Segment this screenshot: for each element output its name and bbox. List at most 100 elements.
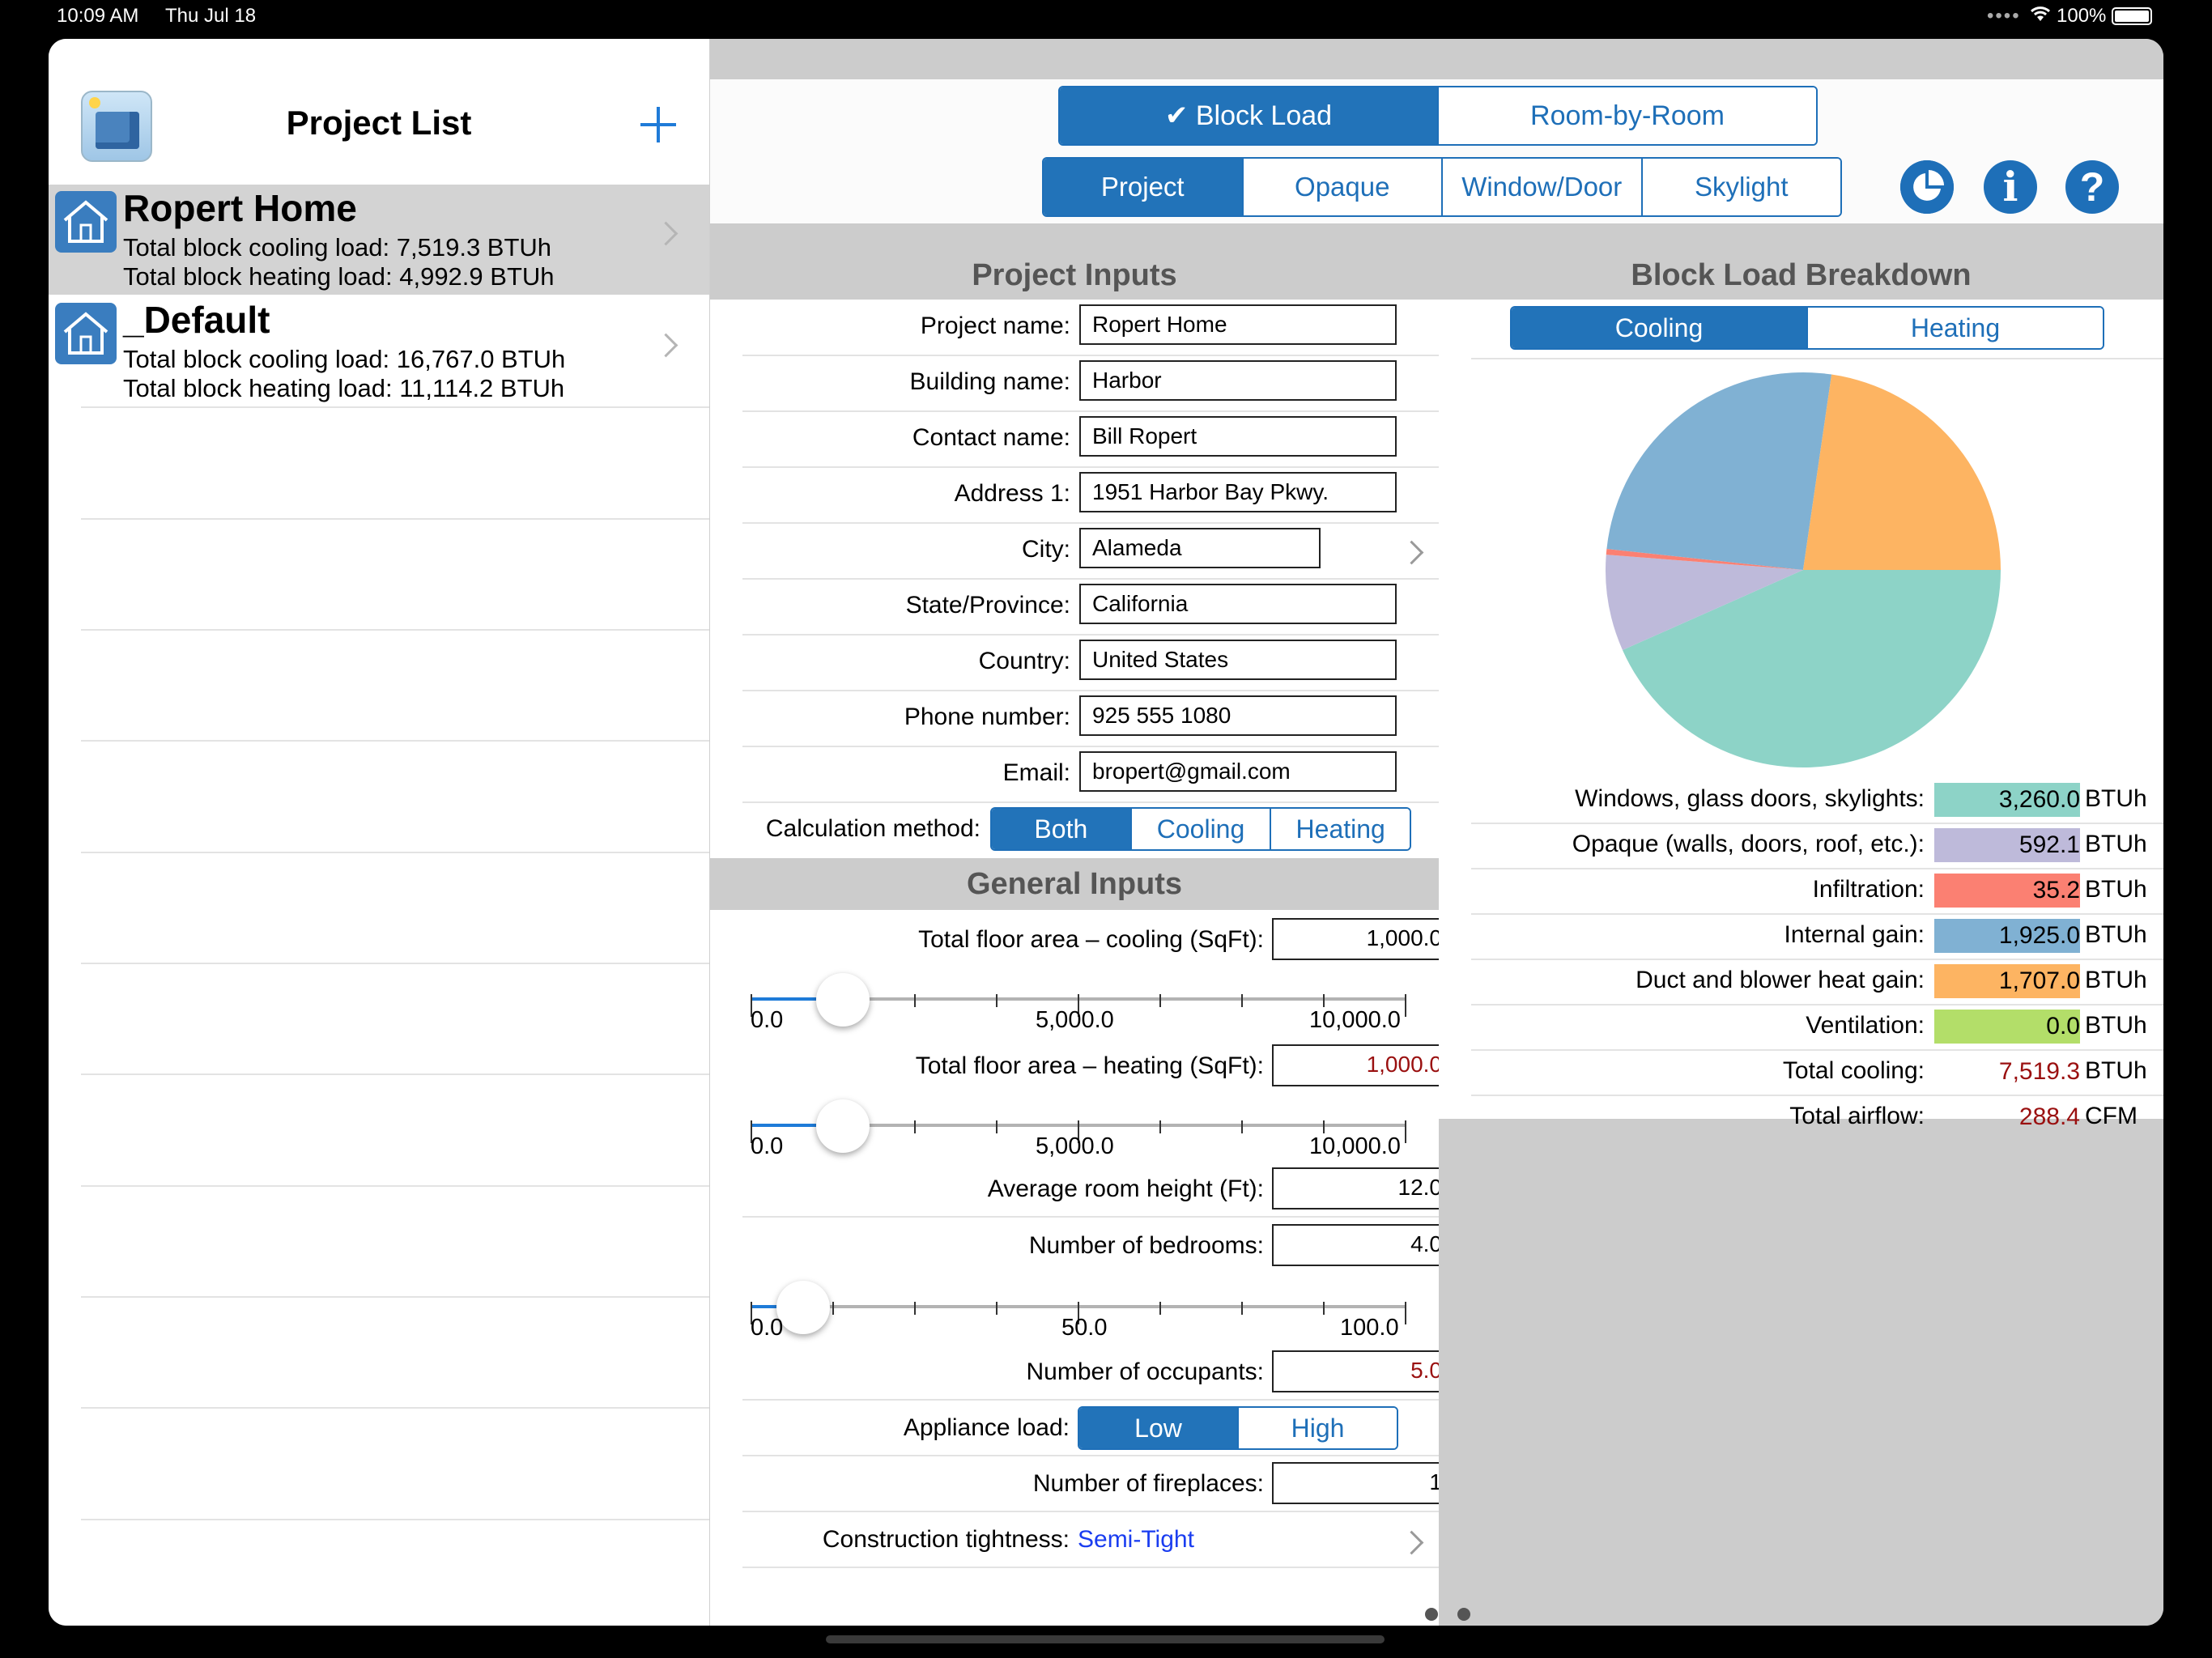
- page-dot[interactable]: [1425, 1608, 1438, 1621]
- slider-tick: [1241, 1120, 1243, 1133]
- bedrooms-slider[interactable]: 0.0 50.0 100.0: [751, 1281, 1414, 1341]
- slider-tick: [1405, 1302, 1406, 1324]
- slider-tick: [1078, 1120, 1079, 1143]
- country-field[interactable]: United States: [1079, 640, 1397, 680]
- slider-tick: [832, 1302, 834, 1315]
- list-divider: [81, 1296, 709, 1298]
- info-icon[interactable]: i: [1984, 160, 2037, 214]
- status-date: Thu Jul 18: [165, 5, 257, 27]
- project-item-ropert-home[interactable]: Ropert Home Total block cooling load: 7,…: [49, 185, 709, 295]
- chevron-right-icon[interactable]: [1399, 540, 1424, 565]
- app-logo-icon[interactable]: [81, 91, 152, 162]
- appliance-low-option[interactable]: Low: [1079, 1408, 1237, 1448]
- battery-icon: [2112, 7, 2152, 25]
- slider-tick: [914, 1302, 916, 1315]
- breakdown-segmented: Cooling Heating: [1510, 306, 2104, 350]
- slider-tick: [1323, 994, 1325, 1007]
- floor-heating-field[interactable]: 1,000.0: [1272, 1044, 1455, 1086]
- field-label: Country:: [978, 648, 1070, 674]
- legend-unit: BTUh: [2085, 1012, 2147, 1039]
- slider-knob[interactable]: [776, 1281, 831, 1334]
- calc-method-label: Calculation method:: [765, 815, 981, 842]
- legend-label: Ventilation:: [1806, 1012, 1925, 1039]
- breakdown-heating-tab[interactable]: Heating: [1806, 308, 2103, 348]
- legend-value: 1,925.0: [1934, 919, 2080, 953]
- floor-heating-slider[interactable]: 0.0 5,000.0 10,000.0: [751, 1099, 1414, 1159]
- field-row-occupants: Number of occupants: 5.0: [742, 1344, 1455, 1401]
- bedrooms-field[interactable]: 4.0: [1272, 1224, 1455, 1266]
- tightness-value[interactable]: Semi-Tight: [1078, 1526, 1194, 1553]
- pie-chart-icon[interactable]: [1900, 160, 1954, 214]
- city-field[interactable]: Alameda: [1079, 528, 1321, 568]
- slider-knob[interactable]: [816, 1099, 870, 1153]
- help-icon[interactable]: ?: [2065, 160, 2119, 214]
- legend-unit: BTUh: [2085, 967, 2147, 993]
- home-indicator[interactable]: [826, 1635, 1385, 1643]
- project-name-field[interactable]: Ropert Home: [1079, 304, 1397, 345]
- page-dot[interactable]: [1457, 1608, 1470, 1621]
- project-heating-load: Total block heating load: 11,114.2 BTUh: [123, 374, 565, 402]
- address-field[interactable]: 1951 Harbor Bay Pkwy.: [1079, 472, 1397, 512]
- tab-skylight[interactable]: Skylight: [1640, 159, 1840, 215]
- slider-tick: [1159, 1120, 1161, 1133]
- tab-opaque[interactable]: Opaque: [1241, 159, 1441, 215]
- room-height-field[interactable]: 12.0: [1272, 1167, 1455, 1209]
- chevron-right-icon: [653, 333, 678, 358]
- wifi-icon: [2029, 5, 2052, 28]
- slider-knob[interactable]: [816, 973, 870, 1027]
- contact-name-field[interactable]: Bill Ropert: [1079, 416, 1397, 457]
- breakdown-cooling-tab[interactable]: Cooling: [1512, 308, 1806, 348]
- calc-cooling-option[interactable]: Cooling: [1129, 809, 1270, 849]
- list-divider: [81, 1073, 709, 1075]
- slider-tick: [1159, 994, 1161, 1007]
- slider-tick: [1405, 994, 1406, 1017]
- floor-heating-label: Total floor area – heating (SqFt):: [915, 1052, 1264, 1079]
- general-inputs-heading: General Inputs: [710, 858, 1439, 910]
- calc-method-segmented: Both Cooling Heating: [990, 807, 1411, 851]
- tab-block-load[interactable]: ✔ Block Load: [1060, 87, 1437, 144]
- building-name-field[interactable]: Harbor: [1079, 360, 1397, 401]
- legend-row: Opaque (walls, doors, roof, etc.): 592.1…: [1471, 823, 2163, 869]
- slider-tick: [1078, 1302, 1079, 1324]
- slider-tick: [1159, 1302, 1161, 1315]
- calc-both-option[interactable]: Both: [992, 809, 1130, 849]
- legend-unit: BTUh: [2085, 831, 2147, 857]
- field-row-building-name: Building name: Harbor: [742, 355, 1439, 412]
- field-row-room-height: Average room height (Ft): 12.0: [742, 1161, 1455, 1218]
- tab-window-door[interactable]: Window/Door: [1441, 159, 1641, 215]
- slider-tick: [914, 1120, 916, 1133]
- room-height-label: Average room height (Ft):: [987, 1175, 1264, 1202]
- field-row-city[interactable]: City: Alameda: [742, 523, 1439, 580]
- total-cooling-row: Total cooling: 7,519.3 BTUh: [1471, 1049, 2163, 1096]
- slider-tick: [1323, 1120, 1325, 1133]
- chevron-right-icon[interactable]: [1399, 1530, 1424, 1555]
- pie-slice-4: [1803, 374, 2001, 570]
- field-row-address: Address 1: 1951 Harbor Bay Pkwy.: [742, 467, 1439, 524]
- project-cooling-load: Total block cooling load: 7,519.3 BTUh: [123, 233, 552, 261]
- tab-project[interactable]: Project: [1044, 159, 1242, 215]
- floor-cooling-slider[interactable]: 0.0 5,000.0 10,000.0: [751, 973, 1414, 1033]
- fireplaces-field[interactable]: 1: [1272, 1462, 1455, 1504]
- page-dot-active[interactable]: [1393, 1608, 1406, 1621]
- total-airflow-label: Total airflow:: [1789, 1103, 1925, 1129]
- calc-heating-option[interactable]: Heating: [1270, 809, 1410, 849]
- legend-row: Ventilation: 0.0 BTUh: [1471, 1004, 2163, 1051]
- battery-percent: 100%: [2057, 5, 2107, 27]
- field-label: State/Province:: [905, 592, 1070, 619]
- state-field[interactable]: California: [1079, 584, 1397, 624]
- floor-cooling-label: Total floor area – cooling (SqFt):: [918, 926, 1264, 953]
- add-project-icon[interactable]: [638, 104, 678, 144]
- field-row-tightness[interactable]: Construction tightness: Semi-Tight: [742, 1511, 1439, 1568]
- project-heating-load: Total block heating load: 4,992.9 BTUh: [123, 262, 555, 291]
- legend-label: Internal gain:: [1784, 921, 1925, 948]
- project-item-default[interactable]: _Default Total block cooling load: 16,76…: [49, 296, 709, 406]
- occupants-field[interactable]: 5.0: [1272, 1350, 1455, 1392]
- tab-room-by-room[interactable]: Room-by-Room: [1437, 87, 1816, 144]
- list-divider: [81, 740, 709, 742]
- floor-cooling-field[interactable]: 1,000.0: [1272, 918, 1455, 960]
- appliance-high-option[interactable]: High: [1237, 1408, 1397, 1448]
- slider-tick: [1323, 1302, 1325, 1315]
- email-field[interactable]: bropert@gmail.com: [1079, 751, 1397, 792]
- phone-field[interactable]: 925 555 1080: [1079, 695, 1397, 736]
- field-label: Address 1:: [954, 480, 1070, 507]
